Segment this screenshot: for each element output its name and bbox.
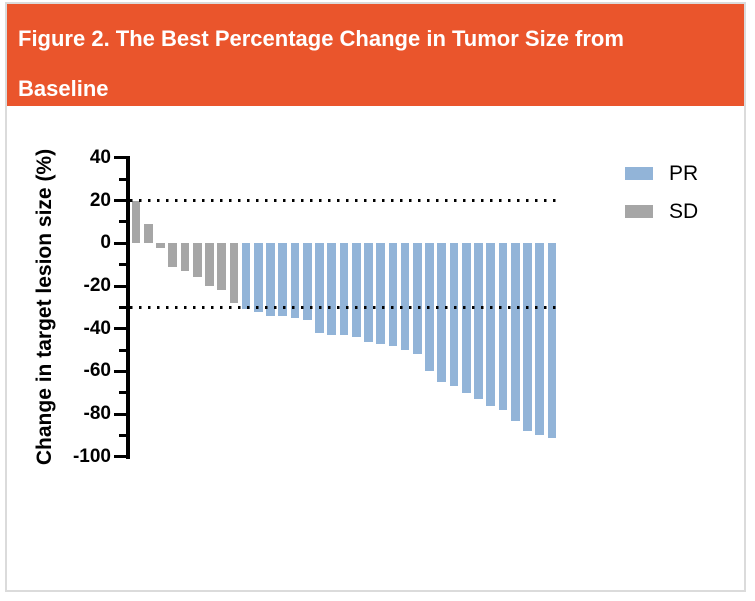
bar <box>449 243 459 387</box>
bar <box>400 243 410 351</box>
y-tick-major <box>114 455 126 459</box>
y-tick-major <box>114 327 126 331</box>
y-tick-major <box>114 412 126 416</box>
y-axis-line <box>126 155 130 459</box>
y-tick-label: -100 <box>72 445 111 467</box>
bar <box>156 243 165 248</box>
y-tick-minor <box>119 391 126 395</box>
y-tick-minor <box>119 433 126 437</box>
bar <box>131 200 141 244</box>
legend-label-pr: PR <box>669 162 699 185</box>
y-tick-label: 40 <box>89 146 111 168</box>
y-tick-label: 0 <box>100 232 111 254</box>
y-tick-minor <box>119 263 126 267</box>
y-tick-major <box>114 241 126 245</box>
figure-card: Figure 2. The Best Percentage Change in … <box>5 2 746 592</box>
figure-title-line-1: Figure 2. The Best Percentage Change in … <box>18 26 624 51</box>
y-tick-minor <box>119 177 126 181</box>
bar <box>376 243 385 344</box>
y-tick-major <box>114 156 126 160</box>
bar <box>412 243 422 355</box>
legend-swatch-pr <box>625 167 653 180</box>
bar <box>241 243 251 310</box>
bar <box>205 243 214 286</box>
y-tick-major <box>114 284 126 288</box>
bar <box>254 243 263 312</box>
bar <box>327 243 337 336</box>
bar <box>486 243 496 406</box>
bar <box>315 243 324 333</box>
y-tick-major <box>114 369 126 373</box>
bar <box>143 224 153 244</box>
bar <box>523 243 532 432</box>
reference-line-20 <box>130 199 558 203</box>
y-tick-label: 20 <box>89 189 111 211</box>
figure-header: Figure 2. The Best Percentage Change in … <box>7 4 744 106</box>
waterfall-chart: Change in target lesion size (%) 40 20 0 -2… <box>7 106 744 586</box>
y-tick-label: -60 <box>83 360 111 382</box>
bar <box>229 243 239 304</box>
figure-title-line-2: Baseline <box>18 76 109 101</box>
bar <box>437 243 447 383</box>
bar <box>180 243 190 272</box>
bar <box>535 243 544 436</box>
bar <box>168 243 178 267</box>
bar <box>364 243 373 342</box>
bar <box>339 243 349 336</box>
bar <box>290 243 300 319</box>
bar <box>547 243 557 438</box>
legend-swatch-sd <box>625 205 653 218</box>
reference-line--30 <box>130 305 558 309</box>
bar <box>278 243 288 316</box>
bar <box>510 243 520 421</box>
bar <box>461 243 471 393</box>
bar <box>266 243 275 316</box>
bar <box>192 243 202 278</box>
y-tick-minor <box>119 220 126 224</box>
y-tick-minor <box>119 305 126 309</box>
legend-label-sd: SD <box>669 200 699 223</box>
bar <box>217 243 226 291</box>
y-tick-major <box>114 199 126 203</box>
bar <box>351 243 361 338</box>
y-tick-label: -20 <box>83 275 111 296</box>
y-tick-label: -80 <box>83 403 111 425</box>
y-tick-label: -40 <box>83 317 111 339</box>
bar <box>302 243 312 321</box>
bar <box>498 243 508 410</box>
bar <box>388 243 398 346</box>
bar <box>474 243 483 400</box>
y-tick-minor <box>119 348 126 352</box>
